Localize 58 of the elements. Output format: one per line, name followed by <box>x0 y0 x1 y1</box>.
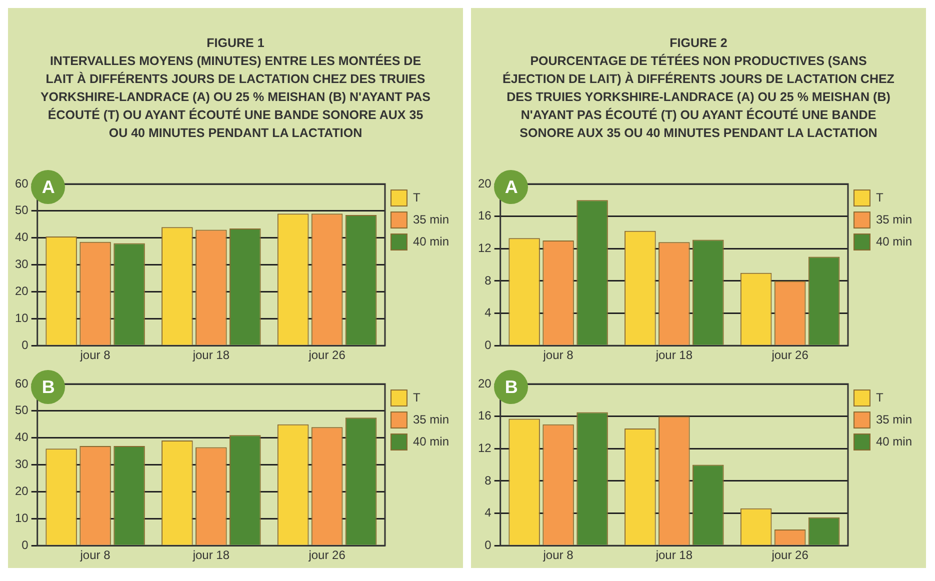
y-tick-label: 12 <box>478 240 492 255</box>
chart-subtitle: POURCENTAGE DE TÉTÉES NON PRODUCTIVES (SANS ÉJECTION DE LAIT) À DIFFÉRENTS JOURS DE LACTATION CHEZ DES TRUIES YORKSHIRE-LANDRACE (A) OU 25 % MEISHAN (B) N'AYANT PAS ÉCOUTÉ (T) OU AYANT ÉCOUTÉ UNE BANDE SONORE AUX 35 OU 40 MINUTES PENDANT LA LACTATION <box>502 52 896 142</box>
x-tick-label: jour 18 <box>654 548 693 562</box>
y-tick-label: 10 <box>14 510 29 525</box>
x-tick-label: jour 8 <box>79 348 111 362</box>
y-tick-label: 20 <box>478 176 492 190</box>
x-tick-label: jour 26 <box>770 548 809 562</box>
circle-badge: A <box>494 170 528 204</box>
circle-badge: A <box>31 170 66 204</box>
y-tick-label: 30 <box>14 257 29 272</box>
y-tick-label: 10 <box>14 310 29 325</box>
y-tick-label: 0 <box>484 538 492 552</box>
y-tick-label: 60 <box>14 376 29 390</box>
legend-label: 35 min <box>876 412 912 426</box>
x-tick-label: jour 26 <box>308 348 346 362</box>
y-tick-label: 0 <box>22 538 29 552</box>
y-tick-label: 8 <box>484 473 492 488</box>
legend-label: T <box>876 390 884 404</box>
y-tick-label: 20 <box>14 484 29 498</box>
x-tick-label: jour 8 <box>542 348 574 362</box>
chart-title: FIGURE 1 <box>206 35 264 52</box>
y-tick-label: 0 <box>484 338 492 352</box>
legend-label: 35 min <box>412 412 450 426</box>
legend-label: T <box>876 190 884 204</box>
y-tick-label: 16 <box>478 208 492 223</box>
y-tick-label: 0 <box>22 338 29 352</box>
x-tick-label: jour 26 <box>770 348 809 362</box>
chart-subtitle: INTERVALLES MOYENS (MINUTES) ENTRE LES MONTÉES DE LAIT À DIFFÉRENTS JOURS DE LACTATION CHEZ DES TRUIES YORKSHIRE-LANDRACE (A) OU 25 % MEISHAN (B) N'AYANT PAS ÉCOUTÉ (T) OU AYANT ÉCOUTÉ UNE BANDE SONORE AUX 35 OU 40 MINUTES PENDANT LA LACTATION <box>39 52 432 142</box>
y-tick-label: 40 <box>14 230 29 244</box>
y-tick-label: 4 <box>484 306 492 320</box>
legend-label: 40 min <box>876 434 912 448</box>
circle-badge: B <box>494 370 528 404</box>
x-tick-label: jour 8 <box>542 548 574 562</box>
legend-label: 35 min <box>876 212 912 226</box>
legend-label: 40 min <box>876 234 912 248</box>
chart-title: FIGURE 2 <box>670 35 728 52</box>
legend-label: 40 min <box>412 234 450 248</box>
x-tick-label: jour 26 <box>308 548 346 562</box>
legend-label: 40 min <box>412 434 450 448</box>
legend-label: T <box>412 190 421 204</box>
legend-label: T <box>412 390 421 404</box>
x-tick-label: jour 18 <box>192 548 230 562</box>
x-tick-label: jour 18 <box>192 348 230 362</box>
x-tick-label: jour 8 <box>79 548 111 562</box>
y-tick-label: 30 <box>14 457 29 472</box>
y-tick-label: 20 <box>14 284 29 298</box>
y-tick-label: 4 <box>484 506 492 520</box>
y-tick-label: 50 <box>14 403 29 418</box>
y-tick-label: 16 <box>478 408 492 423</box>
legend-label: 35 min <box>412 212 450 226</box>
y-tick-label: 60 <box>14 176 29 190</box>
y-tick-label: 40 <box>14 430 29 444</box>
y-tick-label: 12 <box>478 440 492 455</box>
circle-badge: B <box>31 370 66 404</box>
y-tick-label: 50 <box>14 203 29 218</box>
x-tick-label: jour 18 <box>654 348 693 362</box>
y-tick-label: 20 <box>478 376 492 390</box>
y-tick-label: 8 <box>484 273 492 288</box>
